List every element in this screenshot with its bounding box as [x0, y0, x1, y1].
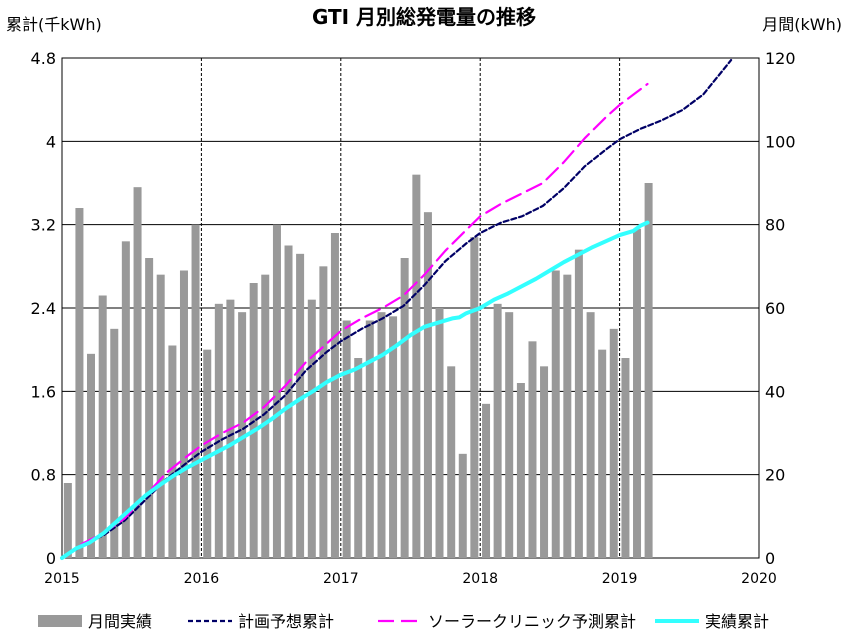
bar-monthly [644, 183, 653, 558]
legend-label: 実績累計 [705, 612, 769, 631]
legend-label: 計画予想累計 [238, 612, 334, 631]
bar-monthly [435, 308, 444, 558]
bar-monthly [365, 320, 374, 558]
bar-monthly [586, 312, 595, 558]
y-right-tick-label: 40 [765, 382, 785, 401]
bar-monthly [272, 224, 281, 558]
bar-monthly [354, 358, 363, 558]
bar-monthly [307, 299, 316, 558]
legend: 月間実績 計画予想累計 ソーラークリニック予測累計 実績累計 [38, 612, 769, 631]
y-right-tick-label: 120 [765, 49, 796, 68]
legend-item-clinic: ソーラークリニック予測累計 [378, 612, 636, 631]
x-tick-label: 2017 [323, 571, 359, 587]
bar-monthly [191, 224, 200, 558]
x-tick-label: 2015 [44, 571, 80, 587]
y-right-tick-label: 100 [765, 132, 796, 151]
bar-monthly [98, 295, 107, 558]
bar-monthly [493, 303, 502, 558]
bar-monthly [389, 316, 398, 558]
y-right-tick-label: 0 [765, 549, 775, 568]
y-left-tick-label: 1.6 [31, 382, 56, 401]
legend-item-monthly: 月間実績 [38, 612, 152, 631]
x-tick-label: 2019 [602, 571, 638, 587]
bar-monthly [458, 453, 467, 558]
bar-monthly [156, 274, 165, 558]
bar-monthly [574, 249, 583, 558]
bar-monthly [423, 212, 432, 558]
bar-monthly [133, 187, 142, 558]
bar-monthly [447, 366, 456, 558]
bar-monthly [598, 349, 607, 558]
bar-monthly [179, 270, 188, 558]
legend-swatch-bar [38, 615, 82, 627]
bar-monthly [145, 258, 154, 558]
bar-monthly [563, 274, 572, 558]
bar-monthly [238, 312, 247, 558]
bar-monthly [121, 241, 130, 559]
chart-title: GTI 月別総発電量の推移 [312, 5, 536, 29]
bar-monthly [261, 274, 270, 558]
bar-monthly [412, 174, 421, 558]
legend-label: ソーラークリニック予測累計 [428, 612, 636, 631]
x-tick-label: 2020 [741, 571, 777, 587]
bar-monthly [319, 266, 328, 558]
plan-cumulative-line [60, 58, 733, 560]
y-left-tick-label: 4.8 [31, 49, 56, 68]
bar-monthly [75, 208, 84, 558]
y-right-tick-label: 60 [765, 299, 785, 318]
bar-monthly [482, 403, 491, 558]
bar-monthly [505, 312, 514, 558]
bar-monthly [330, 233, 339, 558]
lines-group [60, 58, 733, 560]
y-left-tick-label: 0.8 [31, 466, 56, 485]
bar-monthly [470, 237, 479, 558]
bar-monthly [551, 270, 560, 558]
y-left-tick-label: 2.4 [31, 299, 56, 318]
y-left-axis-label: 累計(千kWh) [6, 15, 102, 34]
bar-monthly [621, 358, 630, 558]
bar-monthly [86, 353, 95, 558]
y-left-tick-label: 0 [46, 549, 56, 568]
legend-item-actual: 実績累計 [655, 612, 769, 631]
bar-monthly [528, 341, 537, 558]
y-left-tick-label: 3.2 [31, 216, 56, 235]
bar-monthly [284, 245, 293, 558]
bar-monthly [377, 312, 386, 558]
bar-monthly [63, 483, 72, 558]
y-right-tick-label: 80 [765, 216, 785, 235]
bar-monthly [342, 320, 351, 558]
x-tick-label: 2016 [184, 571, 220, 587]
x-tick-label: 2018 [462, 571, 498, 587]
legend-label: 月間実績 [88, 612, 152, 631]
bar-monthly [168, 345, 177, 558]
actual-cumulative-line [60, 220, 650, 560]
legend-item-plan: 計画予想累計 [188, 612, 334, 631]
bar-monthly [296, 253, 305, 559]
bar-monthly [214, 303, 223, 558]
bar-monthly [400, 258, 409, 558]
bar-monthly [516, 383, 525, 558]
y-right-tick-label: 20 [765, 466, 785, 485]
y-left-tick-label: 4 [46, 132, 56, 151]
tick-labels: 0 0.8 1.6 2.4 3.2 4 4.8 0 20 40 60 80 100 120 2015 2016… [31, 49, 796, 587]
y-right-axis-label: 月間(kWh) [762, 15, 842, 34]
bar-monthly [609, 328, 618, 558]
clinic-forecast-line [60, 82, 649, 560]
bar-monthly [540, 366, 549, 558]
bar-monthly [203, 349, 212, 558]
bar-monthly [633, 228, 642, 559]
bar-monthly [110, 328, 119, 558]
